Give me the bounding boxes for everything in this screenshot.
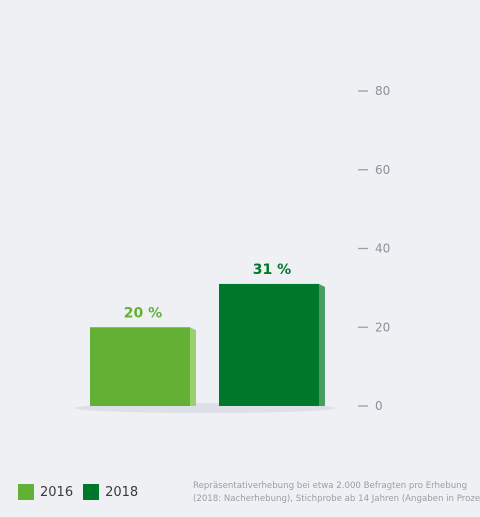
legend: 2016 2018 [18, 484, 138, 500]
y-tick-label-80: 80 [375, 84, 390, 98]
y-tick-label-60: 60 [375, 163, 390, 177]
footnote-line-1: Repräsentativerhebung bei etwa 2.000 Bef… [193, 481, 468, 491]
bar-value-label-2018: 31 % [253, 262, 291, 278]
legend-item-2018: 2018 [83, 484, 138, 500]
legend-item-2016: 2016 [18, 484, 73, 500]
legend-label-2018: 2018 [105, 484, 139, 500]
y-tick-label-40: 40 [375, 242, 390, 256]
footnote-line-2: (2018: Nacherhebung), Stichprobe ab 14 J… [193, 494, 480, 504]
footnote: Repräsentativerhebung bei etwa 2.000 Bef… [193, 480, 480, 506]
bar-value-label-2016: 20 % [124, 305, 162, 321]
legend-label-2016: 2016 [40, 484, 74, 500]
bar-2018 [219, 283, 319, 406]
legend-swatch-2018 [83, 484, 100, 500]
legend-swatch-2016 [18, 484, 34, 500]
y-tick-label-0: 0 [375, 399, 383, 413]
bar-side-2018 [319, 283, 325, 406]
bar-2016 [90, 327, 190, 406]
bar-side-2016 [190, 327, 196, 406]
y-tick-label-20: 20 [375, 320, 390, 334]
